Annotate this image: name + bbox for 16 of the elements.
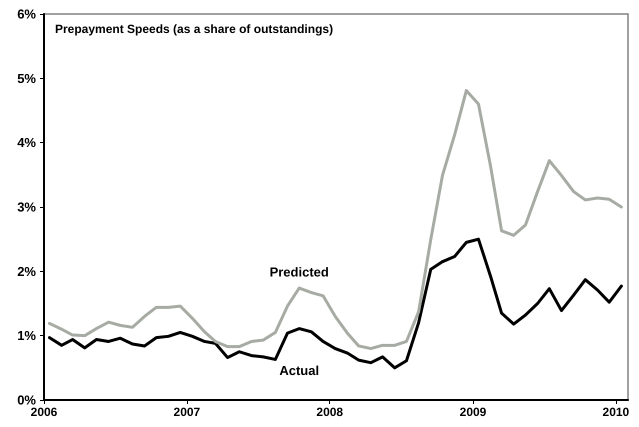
x-tick-label: 2007	[174, 405, 201, 419]
y-tick-label: 5%	[17, 70, 36, 86]
line-series	[48, 89, 623, 350]
x-tick-label: 2006	[30, 405, 58, 419]
y-tick-label: 1%	[17, 328, 36, 344]
text: Prepayment Speeds (as a share of outstandings)	[55, 22, 334, 36]
series-label: Predicted	[270, 264, 329, 280]
y-tick-label: 2%	[17, 264, 36, 279]
y-tick-label: 3%	[17, 200, 36, 214]
x-tick-label: 2008	[316, 405, 344, 419]
y-tick-label: 4%	[17, 135, 36, 150]
series-label: Actual	[279, 363, 320, 378]
x-tick-label: 2010	[602, 405, 630, 419]
x-tick-label: 2009	[460, 405, 487, 419]
y-tick-label: 6%	[17, 6, 36, 22]
y-tick-label: 0%	[17, 392, 36, 408]
